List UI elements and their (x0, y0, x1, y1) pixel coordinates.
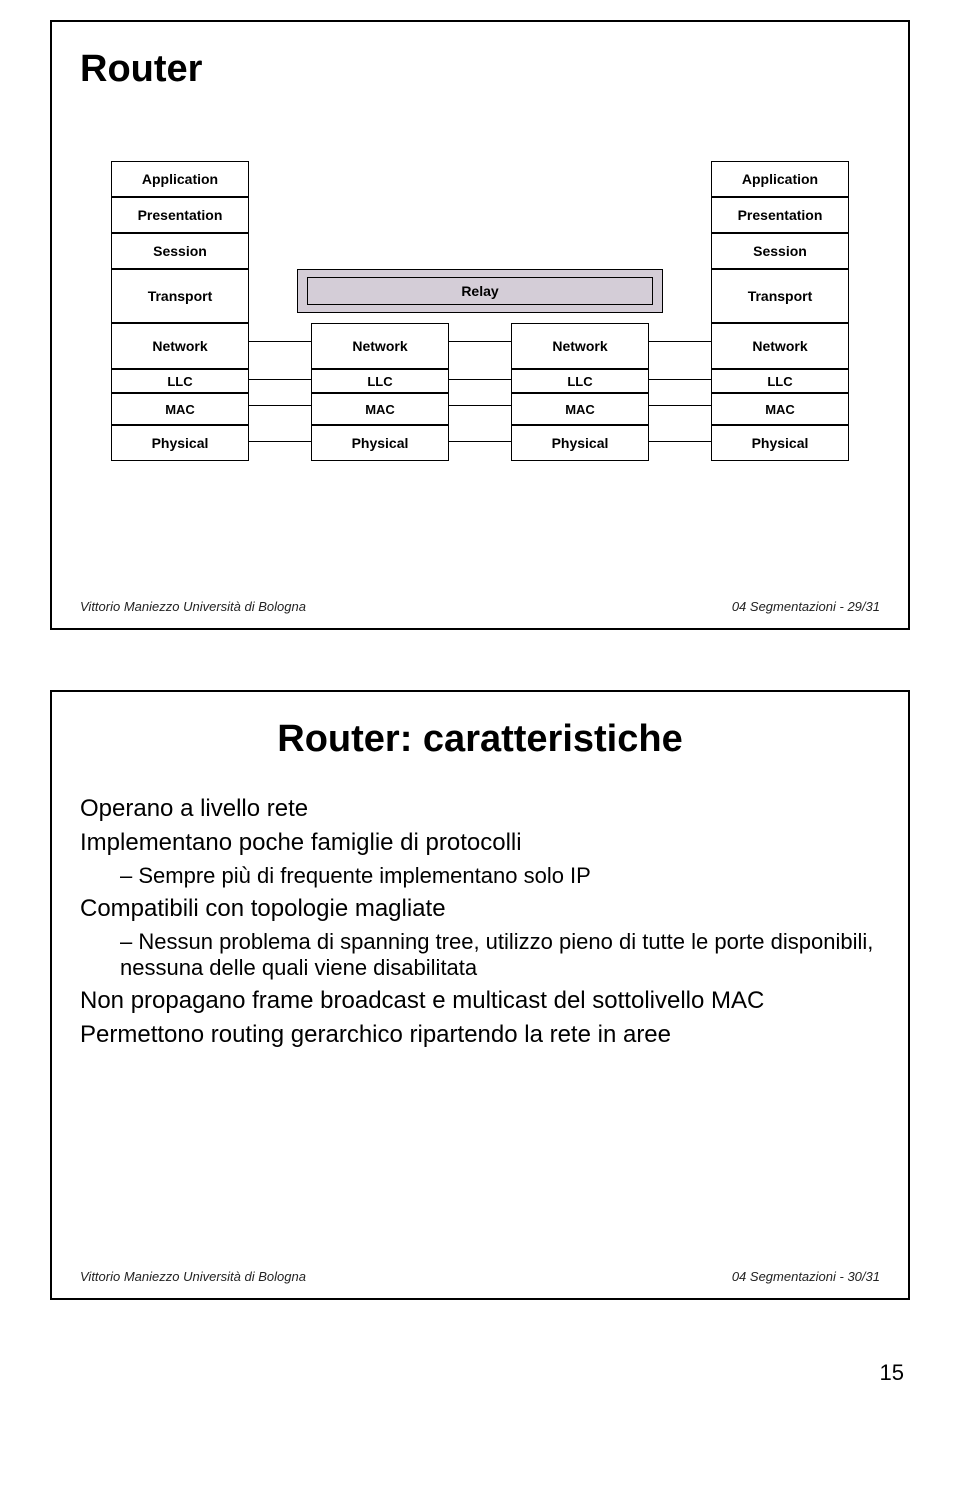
page: Router ApplicationPresentationSessionTra… (0, 0, 960, 1406)
bullet-lvl1: Permettono routing gerarchico ripartendo… (80, 1021, 880, 1049)
page-number: 15 (50, 1360, 904, 1386)
layer-box: LLC (311, 369, 449, 393)
connector-line (249, 379, 311, 380)
connector-line (649, 341, 711, 342)
slide-title: Router (80, 48, 880, 91)
footer-right: 04 Segmentazioni - 30/31 (732, 1269, 880, 1284)
connector-line (249, 405, 311, 406)
bullet-lvl2: Sempre più di frequente implementano sol… (120, 863, 880, 889)
footer-right: 04 Segmentazioni - 29/31 (732, 599, 880, 614)
layer-box: Physical (711, 425, 849, 461)
connector-line (449, 341, 511, 342)
bullet-lvl2: Nessun problema di spanning tree, utiliz… (120, 929, 880, 981)
layer-box: LLC (711, 369, 849, 393)
connector-line (449, 405, 511, 406)
layer-box: Presentation (711, 197, 849, 233)
slide-router-characteristics: Router: caratteristiche Operano a livell… (50, 690, 910, 1300)
footer-left: Vittorio Maniezzo Università di Bologna (80, 1269, 306, 1284)
bullet-lvl1: Non propagano frame broadcast e multicas… (80, 987, 880, 1015)
relay-inner: Relay (307, 277, 653, 305)
layer-box: Transport (111, 269, 249, 323)
layer-box: Session (711, 233, 849, 269)
layer-box: Transport (711, 269, 849, 323)
layer-box: MAC (511, 393, 649, 425)
bullet-lvl1: Implementano poche famiglie di protocoll… (80, 829, 880, 857)
slide-title: Router: caratteristiche (80, 718, 880, 761)
bullet-lvl1: Compatibili con topologie magliate (80, 895, 880, 923)
layer-box: Network (111, 323, 249, 369)
layer-box: Physical (111, 425, 249, 461)
slide-footer: Vittorio Maniezzo Università di Bologna … (80, 1269, 880, 1284)
slide-router: Router ApplicationPresentationSessionTra… (50, 20, 910, 630)
connector-line (449, 441, 511, 442)
layer-box: LLC (111, 369, 249, 393)
connector-line (249, 341, 311, 342)
connector-line (249, 441, 311, 442)
layer-box: Application (111, 161, 249, 197)
layer-box: Physical (511, 425, 649, 461)
connector-line (449, 379, 511, 380)
layer-box: MAC (311, 393, 449, 425)
connector-line (649, 405, 711, 406)
layer-box: Network (511, 323, 649, 369)
osi-diagram: ApplicationPresentationSessionTransportN… (111, 161, 849, 541)
layer-box: Presentation (111, 197, 249, 233)
layer-box: Physical (311, 425, 449, 461)
bullet-list: Operano a livello rete Implementano poche… (80, 789, 880, 1259)
connector-line (649, 441, 711, 442)
slide-footer: Vittorio Maniezzo Università di Bologna … (80, 599, 880, 614)
layer-box: MAC (111, 393, 249, 425)
layer-box: LLC (511, 369, 649, 393)
connector-line (649, 379, 711, 380)
slide-body: ApplicationPresentationSessionTransportN… (80, 111, 880, 589)
layer-box: MAC (711, 393, 849, 425)
layer-box: Application (711, 161, 849, 197)
bullet-lvl1: Operano a livello rete (80, 795, 880, 823)
layer-box: Network (311, 323, 449, 369)
layer-box: Session (111, 233, 249, 269)
footer-left: Vittorio Maniezzo Università di Bologna (80, 599, 306, 614)
layer-box: Network (711, 323, 849, 369)
